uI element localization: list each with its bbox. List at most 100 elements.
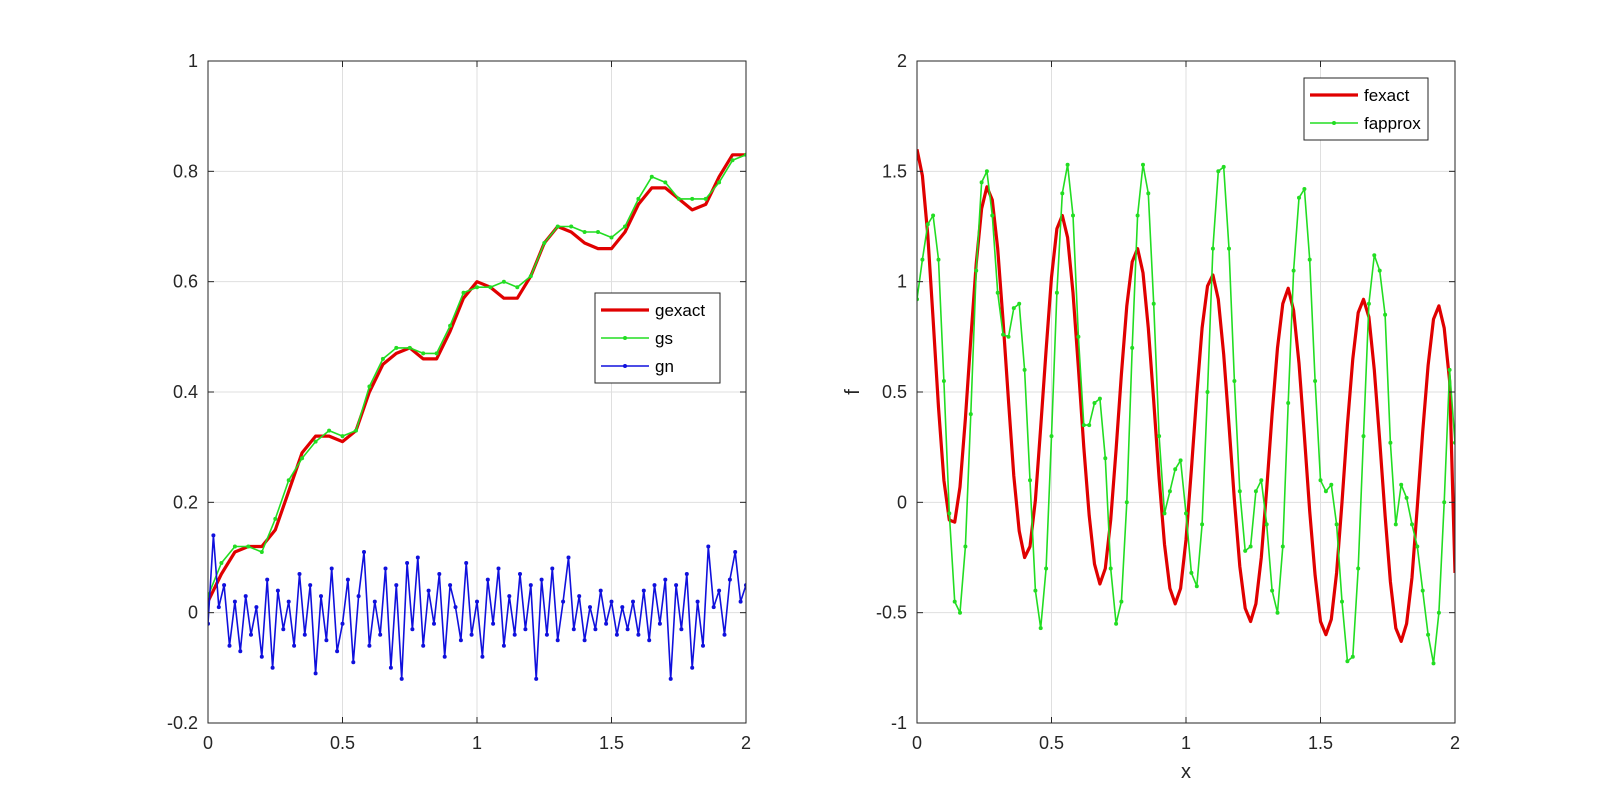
data-point-fapprox <box>1329 482 1334 487</box>
data-point-gn <box>232 599 237 604</box>
data-point-gs <box>232 544 237 549</box>
data-point-gn <box>254 605 259 610</box>
data-point-fapprox <box>1141 162 1145 167</box>
data-point-fapprox <box>1194 584 1199 589</box>
y-tick-label: 0.2 <box>173 492 198 512</box>
data-point-fapprox <box>1361 434 1366 439</box>
data-point-gn <box>577 594 582 599</box>
data-point-gs <box>300 456 305 461</box>
data-point-gn <box>679 627 684 632</box>
data-point-gs <box>327 428 332 433</box>
data-point-fapprox <box>1350 654 1355 659</box>
data-point-fapprox <box>979 180 984 185</box>
data-point-fapprox <box>1038 626 1043 631</box>
data-point-fapprox <box>1323 489 1328 494</box>
data-point-fapprox <box>1135 213 1140 218</box>
x-tick-label: 2 <box>741 733 751 753</box>
data-point-gn <box>523 627 528 632</box>
data-point-gn <box>539 577 544 582</box>
x-tick-label: 1.5 <box>599 733 624 753</box>
y-tick-label: 0.8 <box>173 161 198 181</box>
data-point-gn <box>647 638 652 643</box>
data-point-fapprox <box>1189 570 1194 575</box>
data-point-gn <box>582 638 587 643</box>
legend-box <box>1303 77 1429 141</box>
data-point-gn <box>432 621 436 626</box>
x-tick-label: 2 <box>1450 733 1460 753</box>
data-point-fapprox <box>1092 401 1097 405</box>
data-point-gn <box>733 550 738 554</box>
data-point-gn <box>216 605 221 610</box>
series-group <box>208 152 746 681</box>
data-point-fapprox <box>1087 423 1092 428</box>
data-point-fapprox <box>952 599 957 604</box>
data-point-gn <box>243 594 248 599</box>
data-point-fapprox <box>1216 169 1221 174</box>
data-point-gn <box>464 561 469 565</box>
data-point-fapprox <box>1259 478 1264 483</box>
data-point-fapprox <box>1054 290 1059 295</box>
data-point-gn <box>534 676 539 681</box>
data-point-fapprox <box>1410 522 1414 527</box>
y-tick-label: -0.2 <box>167 713 198 733</box>
data-point-gn <box>588 605 592 610</box>
data-point-fapprox <box>1356 566 1361 571</box>
data-point-fapprox <box>1049 434 1054 439</box>
data-point-gs <box>649 174 654 179</box>
data-point-fapprox <box>931 213 936 218</box>
data-point-gn <box>329 566 334 571</box>
data-point-gs <box>623 224 627 229</box>
data-point-fapprox <box>1200 522 1205 527</box>
data-point-fapprox <box>1237 489 1242 494</box>
data-point-gn <box>593 627 598 632</box>
data-point-gs <box>542 241 547 245</box>
data-point-gn <box>706 544 711 549</box>
data-point-gn <box>674 583 679 588</box>
data-point-gn <box>469 632 474 637</box>
data-point-gs <box>367 384 372 389</box>
data-point-gn <box>636 632 641 637</box>
data-point-gn <box>695 599 700 604</box>
data-point-gn <box>249 632 253 637</box>
data-point-fapprox <box>1297 195 1301 200</box>
data-point-fapprox <box>1388 440 1393 445</box>
y-tick-label: -1 <box>891 713 907 733</box>
data-point-fapprox <box>1178 458 1183 463</box>
y-tick-label: 0 <box>897 492 907 512</box>
data-point-gn <box>265 577 270 582</box>
data-point-gn <box>507 594 512 599</box>
data-point-fapprox <box>1076 334 1081 339</box>
data-point-fapprox <box>1366 301 1371 306</box>
data-point-gn <box>690 665 695 670</box>
data-point-fapprox <box>1006 334 1011 339</box>
data-point-gn <box>631 599 635 604</box>
data-point-gn <box>561 599 566 604</box>
data-point-gn <box>362 550 366 554</box>
data-point-gs <box>475 285 479 290</box>
data-point-gs <box>273 516 278 521</box>
data-point-gn <box>501 643 506 648</box>
data-point-gn <box>711 605 716 610</box>
data-point-gn <box>211 533 216 538</box>
data-point-gs <box>421 351 426 356</box>
data-point-fapprox <box>1011 306 1016 311</box>
data-point-fapprox <box>1372 253 1377 258</box>
data-point-gs <box>501 279 506 284</box>
data-point-fapprox <box>1108 566 1113 571</box>
y-tick-label: 0.6 <box>173 272 198 292</box>
data-point-gn <box>383 566 388 571</box>
x-tick-label: 0 <box>912 733 922 753</box>
data-point-fapprox <box>1302 187 1307 191</box>
data-point-gn <box>518 572 522 576</box>
data-point-gn <box>388 665 393 670</box>
data-point-gn <box>571 627 576 632</box>
data-point-fapprox <box>1264 522 1269 527</box>
data-point-gs <box>717 180 722 185</box>
data-point-gn <box>259 654 264 659</box>
series-group <box>917 148 1455 666</box>
data-point-fapprox <box>1253 489 1258 494</box>
legend-label-gn: gn <box>655 357 674 376</box>
y-tick-label: 1 <box>188 51 198 71</box>
data-point-fapprox <box>1280 544 1285 549</box>
data-point-fapprox <box>925 222 930 227</box>
